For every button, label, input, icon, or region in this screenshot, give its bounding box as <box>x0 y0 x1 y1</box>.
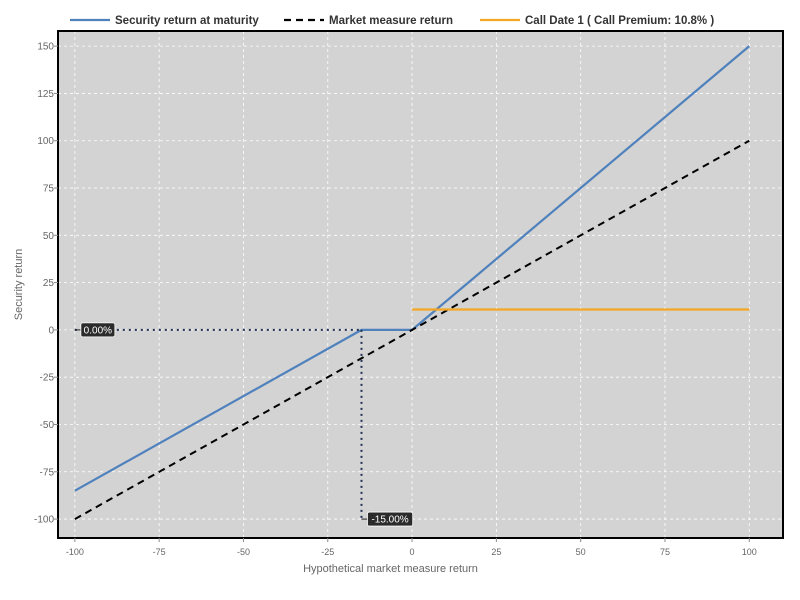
x-tick-label: -75 <box>153 547 166 557</box>
x-axis-title: Hypothetical market measure return <box>303 563 478 575</box>
series-line-2 <box>74 139 750 520</box>
x-tick-label: -25 <box>321 547 334 557</box>
x-tick-label: 75 <box>660 547 670 557</box>
y-tick-label: 75 <box>43 184 55 195</box>
y-tick-label: 100 <box>37 136 54 147</box>
y-axis-title: Security return <box>13 249 25 321</box>
y-tick-label: -100 <box>34 515 54 526</box>
series-line-1 <box>74 45 751 492</box>
grid-layer <box>58 31 783 538</box>
plot-border <box>57 30 784 539</box>
callout-label: -15.00% <box>361 511 414 527</box>
y-tick-label: -50 <box>40 420 55 431</box>
x-tick-label: 50 <box>576 547 586 557</box>
legend-label: Call Date 1 ( Call Premium: 10.8% ) <box>525 15 714 27</box>
annotation-layer: 0.00% -15.00% <box>74 322 414 527</box>
callout-box <box>80 322 116 338</box>
callout-box <box>367 511 414 527</box>
x-tick-label: -100 <box>66 547 84 557</box>
legend-item: Security return at maturity <box>70 15 259 27</box>
x-tick-label: 0 <box>410 547 415 557</box>
axis-layer: -100 -75 -50 -25 0 25 50 75 100 -100 -75 -50 -25 0 25 5… <box>13 42 757 575</box>
plot-background <box>58 31 783 538</box>
callout-label: 0.00% <box>74 322 116 338</box>
y-tick-label: 125 <box>37 89 54 100</box>
series-layer <box>74 45 751 520</box>
legend-label: Market measure return <box>329 15 453 27</box>
legend: Security return at maturity Market measur… <box>70 15 714 27</box>
y-tick-label: -75 <box>40 467 55 478</box>
y-tick-label: 150 <box>37 42 54 53</box>
legend-label: Security return at maturity <box>115 15 259 27</box>
x-tick-label: 100 <box>742 547 757 557</box>
y-tick-label: 0 <box>48 325 54 336</box>
callout-text: -15.00% <box>371 515 408 526</box>
x-tick-label: 25 <box>491 547 501 557</box>
x-tick-label: -50 <box>237 547 250 557</box>
y-tick-label: -25 <box>40 373 55 384</box>
y-tick-label: 50 <box>43 231 55 242</box>
legend-item: Market measure return <box>284 15 453 27</box>
y-tick-label: 25 <box>43 278 55 289</box>
legend-item: Call Date 1 ( Call Premium: 10.8% ) <box>480 15 714 27</box>
callout-text: 0.00% <box>84 325 112 336</box>
